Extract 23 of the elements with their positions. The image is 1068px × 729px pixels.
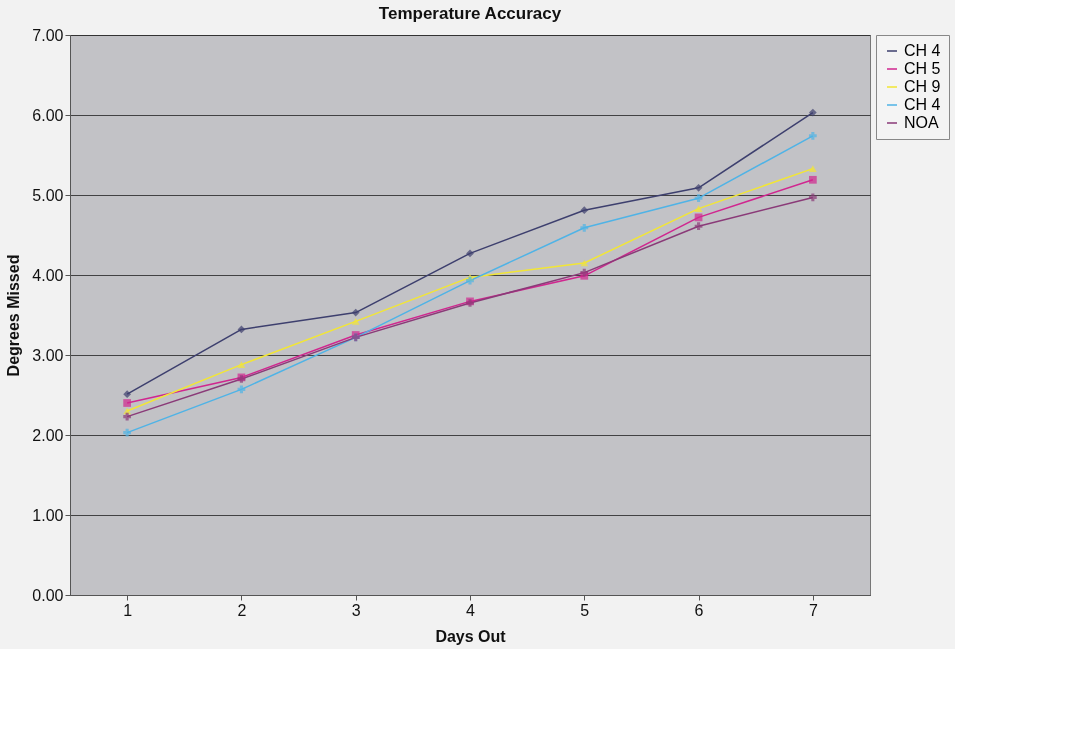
y-tick-label: 6.00	[32, 106, 64, 124]
legend-label: CH 4	[904, 96, 941, 113]
y-tick-label: 4.00	[32, 266, 64, 284]
x-tick-label: 7	[808, 601, 818, 619]
y-tick-label: 1.00	[32, 506, 64, 524]
x-tick-label: 4	[466, 601, 476, 619]
x-tick-label: 6	[694, 601, 704, 619]
legend-label: NOA	[904, 114, 939, 131]
y-tick-label: 7.00	[32, 26, 64, 44]
y-tick-label: 2.00	[32, 426, 64, 444]
legend-label: CH 5	[904, 60, 941, 77]
y-axis-title: Degrees Missed	[5, 254, 23, 377]
chart-title: Temperature Accuracy	[378, 4, 562, 23]
legend-label: CH 9	[904, 78, 941, 95]
legend-label: CH 4	[904, 42, 941, 59]
x-tick-label: 3	[351, 601, 361, 619]
x-tick-label: 5	[580, 601, 590, 619]
x-axis-title: Days Out	[435, 627, 507, 645]
y-tick-label: 0.00	[32, 586, 64, 604]
y-tick-label: 5.00	[32, 186, 64, 204]
y-tick-label: 3.00	[32, 346, 64, 364]
x-tick-label: 1	[123, 601, 133, 619]
x-tick-label: 2	[237, 601, 247, 619]
